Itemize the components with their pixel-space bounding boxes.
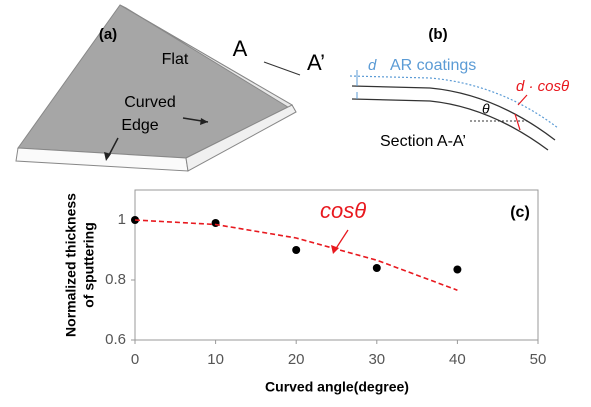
label: A’ — [307, 50, 325, 75]
curve — [135, 220, 457, 290]
y-axis-title: Normalized thickness — [63, 193, 79, 337]
figure: (a) Flat A A’ Curved Edge (b) d AR coati… — [0, 0, 591, 402]
curve-label: cosθ — [320, 198, 366, 223]
x-tick-label: 50 — [530, 351, 547, 368]
panel-tag: (a) — [99, 26, 117, 43]
point — [292, 246, 300, 254]
panel-tag: (b) — [428, 26, 447, 43]
page: {"diagram": { "a": {"tag": "(a)", "flat"… — [0, 0, 591, 407]
point — [453, 266, 461, 274]
panel-tag: (c) — [510, 204, 530, 221]
label: d · cosθ — [516, 78, 569, 95]
label: θ — [482, 101, 490, 117]
point — [212, 219, 220, 227]
label: A — [233, 36, 248, 61]
y-tick-label: 1 — [118, 211, 126, 228]
label: d — [368, 57, 377, 74]
x-tick-label: 30 — [368, 351, 385, 368]
label: Section A-A’ — [380, 133, 466, 150]
x-tick-label: 10 — [207, 351, 224, 368]
x-tick-label: 0 — [131, 351, 139, 368]
x-tick-label: 40 — [449, 351, 466, 368]
label: Curved — [124, 94, 176, 111]
x-axis-title: Curved angle(degree) — [265, 379, 409, 395]
curve-arrow — [335, 230, 348, 250]
label: Flat — [162, 51, 189, 68]
point — [373, 264, 381, 272]
label: AR coatings — [390, 57, 476, 74]
label: Edge — [121, 117, 158, 134]
x-tick-label: 20 — [288, 351, 305, 368]
slab-diagram — [16, 5, 300, 171]
y-tick-label: 0.6 — [105, 331, 126, 348]
y-tick-label: 0.8 — [105, 271, 126, 288]
y-axis-title: of sputtering — [81, 222, 97, 308]
